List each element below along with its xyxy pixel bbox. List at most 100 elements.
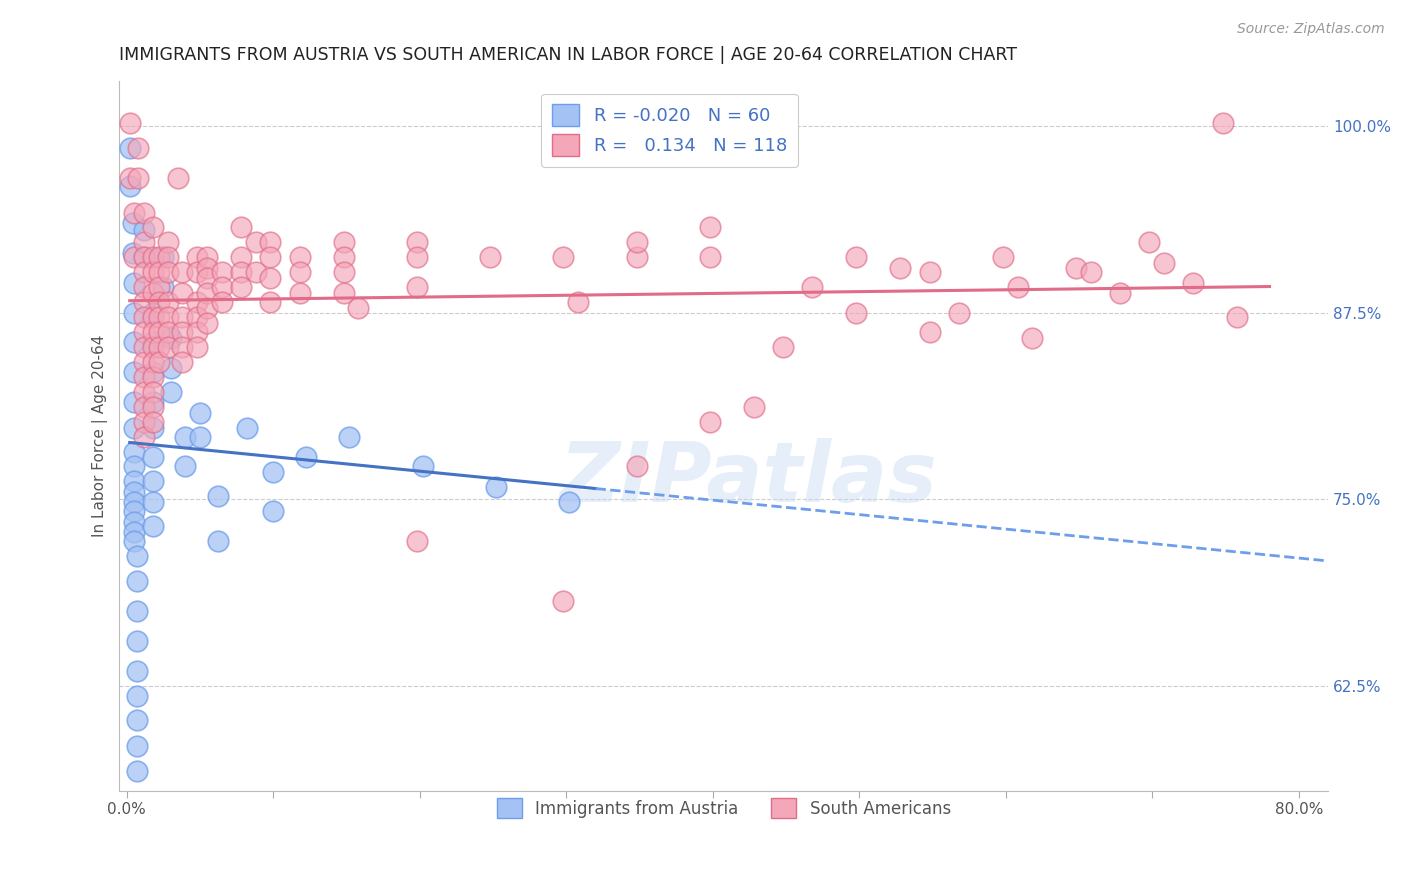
- Point: [186, 325, 208, 339]
- Point: [1153, 256, 1175, 270]
- Point: [142, 220, 165, 235]
- Point: [1080, 265, 1102, 279]
- Point: [405, 280, 427, 294]
- Point: [262, 466, 284, 480]
- Point: [142, 400, 165, 414]
- Point: [195, 260, 218, 275]
- Point: [134, 310, 156, 324]
- Point: [332, 235, 354, 250]
- Point: [125, 714, 148, 728]
- Point: [125, 739, 148, 753]
- Point: [626, 459, 648, 474]
- Point: [142, 495, 165, 509]
- Point: [121, 245, 143, 260]
- Point: [699, 250, 721, 264]
- Point: [142, 519, 165, 533]
- Point: [918, 265, 941, 279]
- Point: [211, 295, 233, 310]
- Point: [156, 340, 179, 354]
- Point: [122, 504, 145, 518]
- Point: [948, 305, 970, 319]
- Point: [125, 574, 148, 589]
- Point: [142, 325, 165, 339]
- Point: [134, 250, 156, 264]
- Point: [259, 250, 281, 264]
- Point: [801, 280, 824, 294]
- Point: [118, 116, 141, 130]
- Point: [142, 310, 165, 324]
- Point: [134, 205, 156, 219]
- Point: [148, 325, 170, 339]
- Point: [134, 340, 156, 354]
- Point: [485, 480, 508, 494]
- Point: [118, 178, 141, 193]
- Text: Source: ZipAtlas.com: Source: ZipAtlas.com: [1237, 22, 1385, 37]
- Point: [122, 475, 145, 489]
- Text: IMMIGRANTS FROM AUSTRIA VS SOUTH AMERICAN IN LABOR FORCE | AGE 20-64 CORRELATION: IMMIGRANTS FROM AUSTRIA VS SOUTH AMERICA…: [120, 46, 1018, 64]
- Point: [229, 220, 252, 235]
- Point: [412, 459, 434, 474]
- Point: [1212, 116, 1234, 130]
- Point: [148, 310, 170, 324]
- Point: [186, 295, 208, 310]
- Point: [889, 260, 911, 275]
- Point: [156, 235, 179, 250]
- Point: [188, 406, 211, 420]
- Point: [742, 400, 765, 414]
- Point: [159, 360, 181, 375]
- Point: [288, 250, 311, 264]
- Point: [152, 280, 174, 294]
- Point: [259, 271, 281, 285]
- Point: [134, 223, 156, 237]
- Point: [142, 355, 165, 369]
- Point: [347, 301, 370, 315]
- Legend: Immigrants from Austria, South Americans: Immigrants from Austria, South Americans: [489, 791, 957, 825]
- Point: [1226, 310, 1249, 324]
- Point: [845, 305, 868, 319]
- Point: [186, 265, 208, 279]
- Point: [186, 250, 208, 264]
- Point: [142, 420, 165, 434]
- Point: [405, 235, 427, 250]
- Point: [142, 384, 165, 399]
- Point: [1064, 260, 1087, 275]
- Point: [172, 325, 194, 339]
- Point: [339, 429, 361, 443]
- Point: [699, 415, 721, 429]
- Point: [405, 534, 427, 549]
- Point: [134, 250, 156, 264]
- Point: [148, 295, 170, 310]
- Point: [122, 495, 145, 509]
- Point: [195, 316, 218, 330]
- Point: [288, 265, 311, 279]
- Point: [142, 305, 165, 319]
- Point: [122, 365, 145, 379]
- Point: [122, 534, 145, 549]
- Point: [288, 286, 311, 301]
- Point: [142, 450, 165, 465]
- Point: [294, 450, 316, 465]
- Point: [186, 340, 208, 354]
- Point: [134, 355, 156, 369]
- Point: [125, 634, 148, 648]
- Point: [148, 265, 170, 279]
- Point: [195, 301, 218, 315]
- Point: [772, 340, 794, 354]
- Point: [1137, 235, 1160, 250]
- Point: [1021, 331, 1043, 345]
- Point: [262, 504, 284, 518]
- Point: [188, 429, 211, 443]
- Point: [172, 340, 194, 354]
- Point: [134, 429, 156, 443]
- Point: [134, 235, 156, 250]
- Point: [207, 534, 229, 549]
- Point: [918, 325, 941, 339]
- Point: [229, 265, 252, 279]
- Point: [229, 280, 252, 294]
- Point: [207, 489, 229, 503]
- Point: [142, 286, 165, 301]
- Point: [118, 171, 141, 186]
- Point: [156, 295, 179, 310]
- Point: [142, 369, 165, 384]
- Point: [122, 250, 145, 264]
